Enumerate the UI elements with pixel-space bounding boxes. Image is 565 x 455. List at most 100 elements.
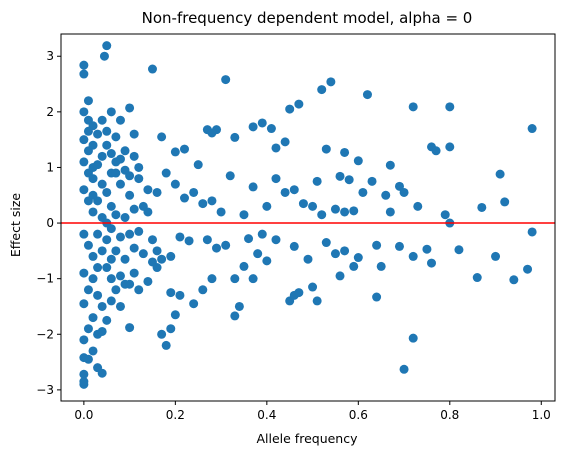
data-point — [152, 263, 162, 273]
data-point — [120, 146, 130, 156]
data-point — [271, 143, 281, 153]
data-point — [83, 240, 93, 250]
y-axis-ticks: −3 −2 −1 0 1 2 3 — [36, 49, 61, 397]
data-point — [385, 160, 395, 170]
y-tick-label: −3 — [36, 383, 54, 397]
data-point — [152, 187, 162, 197]
data-point — [280, 187, 290, 197]
data-point — [244, 234, 254, 244]
data-point — [335, 171, 345, 181]
data-point — [106, 107, 116, 117]
data-point — [93, 229, 103, 239]
data-point — [79, 60, 89, 70]
data-point — [79, 377, 89, 387]
data-point — [157, 132, 167, 142]
data-point — [152, 246, 162, 256]
data-point — [115, 154, 125, 164]
data-point — [349, 206, 359, 216]
data-point — [491, 251, 501, 261]
data-point — [381, 190, 391, 200]
data-point — [427, 258, 436, 268]
data-point — [230, 311, 240, 321]
data-point — [115, 232, 125, 242]
data-point — [523, 264, 533, 274]
data-point — [166, 288, 176, 298]
data-point — [180, 144, 189, 154]
data-point — [372, 240, 382, 250]
data-point — [477, 202, 487, 212]
data-point — [102, 187, 112, 197]
data-point — [79, 369, 89, 379]
data-point — [202, 235, 212, 245]
data-point — [88, 313, 98, 323]
data-point — [340, 246, 350, 256]
data-point — [431, 146, 441, 156]
data-point — [294, 288, 304, 298]
data-point — [248, 274, 258, 284]
data-point — [289, 241, 299, 251]
data-point — [106, 149, 116, 159]
data-point — [79, 268, 89, 278]
x-tick-label: 1.0 — [532, 408, 551, 422]
data-point — [111, 246, 121, 256]
data-point — [408, 102, 418, 112]
data-point — [83, 354, 93, 364]
data-point — [88, 140, 98, 150]
data-point — [83, 96, 93, 106]
data-point — [280, 137, 290, 147]
data-point — [134, 226, 144, 236]
data-point — [102, 126, 112, 136]
data-point — [125, 103, 135, 113]
data-point — [79, 185, 89, 195]
data-point — [330, 204, 340, 214]
data-point — [239, 261, 249, 271]
data-point — [408, 251, 418, 261]
data-point — [413, 201, 423, 211]
data-point — [422, 244, 432, 254]
data-point — [143, 276, 153, 286]
data-point — [527, 227, 537, 237]
data-point — [170, 179, 180, 189]
data-point — [344, 175, 354, 185]
data-point — [147, 235, 157, 245]
data-point — [230, 274, 240, 284]
data-point — [79, 107, 89, 117]
data-point — [115, 179, 125, 189]
y-tick-label: 0 — [46, 216, 54, 230]
data-point — [271, 174, 281, 184]
data-point — [527, 124, 537, 134]
data-point — [170, 147, 180, 157]
data-point — [257, 229, 267, 239]
data-point — [289, 185, 299, 195]
data-point — [93, 363, 103, 373]
data-point — [134, 285, 144, 295]
data-point — [83, 126, 93, 136]
data-point — [212, 243, 222, 253]
data-point — [317, 210, 327, 220]
data-point — [454, 245, 464, 255]
data-point — [353, 156, 363, 166]
x-tick-label: 0.6 — [349, 408, 368, 422]
data-point — [175, 232, 185, 242]
data-point — [134, 162, 144, 172]
data-point — [440, 210, 450, 220]
data-point — [125, 229, 135, 239]
data-point — [394, 181, 404, 191]
y-tick-label: 1 — [46, 160, 54, 174]
data-point — [239, 210, 249, 220]
data-point — [308, 282, 318, 292]
data-point — [83, 324, 93, 334]
data-point — [253, 249, 263, 259]
data-point — [147, 64, 157, 74]
data-point — [317, 85, 327, 95]
data-point — [138, 249, 148, 259]
data-point — [97, 326, 107, 336]
data-point — [225, 171, 235, 181]
data-point — [193, 160, 203, 170]
data-point — [93, 160, 103, 170]
data-point — [207, 274, 217, 284]
x-tick-label: 0.4 — [257, 408, 276, 422]
data-point — [376, 261, 386, 271]
data-point — [321, 144, 331, 154]
data-point — [394, 241, 404, 251]
